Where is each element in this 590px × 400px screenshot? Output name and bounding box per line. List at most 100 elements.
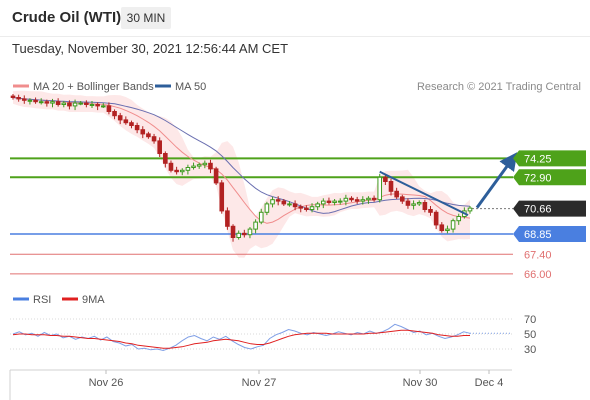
candle <box>191 162 196 170</box>
candle <box>433 210 439 230</box>
candle <box>10 94 16 100</box>
price-label-68.85: 68.85 <box>513 226 586 242</box>
rsi-legend-label: RSI <box>33 294 51 306</box>
candle <box>247 227 253 239</box>
candle <box>196 162 202 169</box>
time-axis: Nov 26 Nov 27 Nov 30 Dec 4 <box>89 370 504 389</box>
ma20-swatch <box>13 84 29 88</box>
candle <box>129 120 134 129</box>
candle <box>61 101 67 108</box>
candle <box>230 224 236 242</box>
candle <box>140 126 146 139</box>
candle <box>326 197 332 205</box>
candle <box>258 208 264 225</box>
candle <box>270 196 275 208</box>
chart-datetime: Tuesday, November 30, 2021 12:56:44 AM C… <box>12 41 289 56</box>
candle <box>219 180 225 214</box>
annotations <box>379 152 518 216</box>
candle <box>321 198 326 209</box>
candle <box>100 103 106 108</box>
rsi-legend: RSI 9MA <box>13 294 105 306</box>
candle <box>456 213 462 225</box>
candle <box>146 131 151 139</box>
candle <box>134 122 140 134</box>
candle <box>275 196 281 206</box>
candle <box>174 166 179 175</box>
candle <box>84 100 89 108</box>
candle <box>450 218 456 233</box>
bollinger-band <box>13 90 470 258</box>
candle <box>349 196 354 202</box>
candle <box>185 164 191 175</box>
candle <box>315 201 320 211</box>
chart-header: Crude Oil (WTI) 30 MIN <box>0 0 590 37</box>
candle <box>44 99 50 107</box>
rsi-ma-line <box>12 329 470 349</box>
candle <box>157 137 162 157</box>
candle <box>168 160 174 173</box>
candle <box>304 205 309 212</box>
candle <box>89 101 95 108</box>
candle <box>242 229 247 238</box>
candle <box>394 187 399 199</box>
moving-averages <box>12 97 471 224</box>
price-label-text: 68.85 <box>524 229 552 241</box>
candle <box>383 175 388 185</box>
candle <box>298 204 304 213</box>
candle <box>360 196 366 205</box>
price-label-text: 72.90 <box>524 172 552 184</box>
candle <box>208 159 213 174</box>
candles <box>10 94 473 242</box>
candle <box>416 200 422 206</box>
candle <box>343 194 349 206</box>
candle <box>50 98 55 108</box>
candle <box>72 99 78 111</box>
candle <box>411 200 416 210</box>
ma20-legend-label: MA 20 + Bollinger Bands <box>33 81 154 93</box>
price-label-70.66: 70.66 <box>513 200 586 217</box>
ma50-swatch <box>155 84 171 88</box>
candle <box>112 109 117 120</box>
price-label-text: 66.00 <box>524 269 552 281</box>
candle <box>225 207 230 230</box>
price-labels: 74.25 72.90 70.66 68.85 67.40 66.00 <box>513 150 586 281</box>
ma50-line <box>12 97 471 214</box>
price-label-text: 67.40 <box>524 249 552 261</box>
candle <box>202 160 208 169</box>
candle <box>236 230 241 240</box>
candle <box>422 199 428 213</box>
candle <box>371 195 377 202</box>
candle <box>16 94 21 102</box>
rsi-ma-legend-label: 9MA <box>82 294 105 306</box>
ma20-line <box>12 97 471 224</box>
candle <box>33 97 38 104</box>
candle <box>377 173 383 203</box>
price-level-lines <box>10 157 513 275</box>
candle <box>78 101 84 106</box>
candle <box>439 222 445 233</box>
timeframe-button[interactable]: 30 MIN <box>121 7 171 29</box>
candle <box>332 199 337 206</box>
candle <box>213 166 219 185</box>
price-label-66.00: 66.00 <box>524 269 552 281</box>
rsi-swatch <box>13 297 29 301</box>
candle <box>354 196 360 204</box>
candle <box>123 116 129 125</box>
credit-text: Research © 2021 Trading Central <box>417 81 581 93</box>
candle <box>281 199 287 206</box>
candle <box>117 112 123 125</box>
price-label-74.25: 74.25 <box>513 150 586 167</box>
candle <box>95 102 100 111</box>
candle <box>21 95 27 104</box>
candle <box>405 198 411 209</box>
price-label-text: 74.25 <box>524 153 552 165</box>
price-label-72.90: 72.90 <box>513 169 586 186</box>
candle <box>292 200 298 211</box>
candle <box>27 98 33 105</box>
candle <box>253 219 258 234</box>
projection-arrow <box>475 152 518 209</box>
candle <box>106 102 112 115</box>
time-label: Dec 4 <box>475 377 504 389</box>
price-label-67.40: 67.40 <box>524 249 552 261</box>
